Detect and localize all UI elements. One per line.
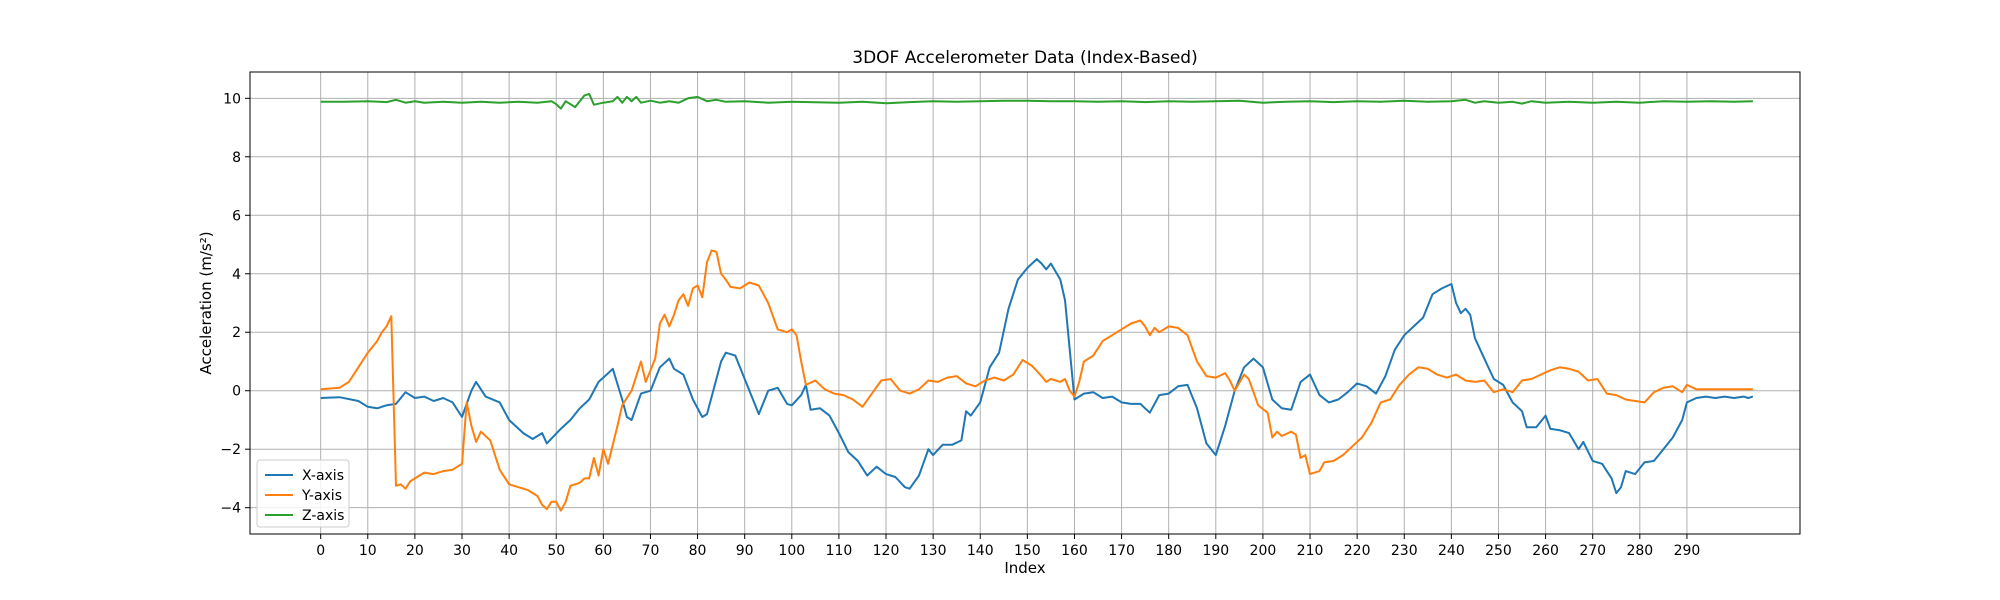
x-tick-label: 140 xyxy=(967,543,994,559)
legend-label: Z-axis xyxy=(302,508,344,524)
plot-frame xyxy=(249,71,1801,535)
x-tick-label: 160 xyxy=(1061,543,1088,559)
x-tick-label: 230 xyxy=(1391,543,1418,559)
y-tick-label: 6 xyxy=(232,208,241,224)
grid-lines xyxy=(250,72,1800,534)
series-lines xyxy=(320,92,1754,512)
x-tick-label: 10 xyxy=(359,543,377,559)
x-tick-label: 170 xyxy=(1108,543,1135,559)
x-tick-label: 20 xyxy=(406,543,424,559)
chart-title: 3DOF Accelerometer Data (Index-Based) xyxy=(852,48,1197,68)
x-tick-label: 130 xyxy=(920,543,947,559)
x-tick-label: 80 xyxy=(689,543,707,559)
y-tick-label: 4 xyxy=(232,267,241,283)
y-tick-label: 2 xyxy=(232,325,241,341)
x-tick-label: 70 xyxy=(642,543,660,559)
x-tick-label: 190 xyxy=(1202,543,1229,559)
x-tick-label: 30 xyxy=(453,543,471,559)
x-tick-label: 50 xyxy=(547,543,565,559)
x-tick-label: 60 xyxy=(594,543,612,559)
x-tick-label: 0 xyxy=(316,543,325,559)
x-tick-label: 90 xyxy=(736,543,754,559)
series-line-y-axis xyxy=(320,249,1753,512)
series-line-x-axis xyxy=(320,258,1754,495)
y-axis-ticks: −4 −2 0 2 4 6 8 10 xyxy=(220,91,250,517)
series-line-z-axis xyxy=(320,92,1753,110)
y-tick-label: −4 xyxy=(220,501,241,517)
x-axis-label: Index xyxy=(1004,559,1045,577)
x-tick-label: 280 xyxy=(1626,543,1653,559)
y-tick-label: 8 xyxy=(232,150,241,166)
x-tick-label: 150 xyxy=(1014,543,1041,559)
legend-label: Y-axis xyxy=(301,488,342,504)
x-tick-label: 260 xyxy=(1532,543,1559,559)
x-tick-label: 100 xyxy=(778,543,805,559)
x-tick-label: 290 xyxy=(1674,543,1701,559)
x-tick-label: 250 xyxy=(1485,543,1512,559)
x-axis-ticks: 0 10 20 30 40 50 60 70 80 90 100 110 120 130 140 150 160… xyxy=(316,534,1700,559)
legend: X-axis Y-axis Z-axis xyxy=(256,459,350,528)
y-tick-label: 0 xyxy=(232,384,241,400)
x-tick-label: 120 xyxy=(873,543,900,559)
x-tick-label: 210 xyxy=(1297,543,1324,559)
legend-box xyxy=(256,459,350,528)
x-tick-label: 270 xyxy=(1579,543,1606,559)
y-tick-label: 10 xyxy=(223,91,241,107)
x-tick-label: 240 xyxy=(1438,543,1465,559)
legend-label: X-axis xyxy=(302,468,344,484)
x-tick-label: 220 xyxy=(1344,543,1371,559)
x-tick-label: 180 xyxy=(1155,543,1182,559)
y-tick-label: −2 xyxy=(220,442,241,458)
x-tick-label: 200 xyxy=(1250,543,1277,559)
y-axis-label: Acceleration (m/s²) xyxy=(197,231,215,374)
x-tick-label: 40 xyxy=(500,543,518,559)
x-tick-label: 110 xyxy=(826,543,853,559)
